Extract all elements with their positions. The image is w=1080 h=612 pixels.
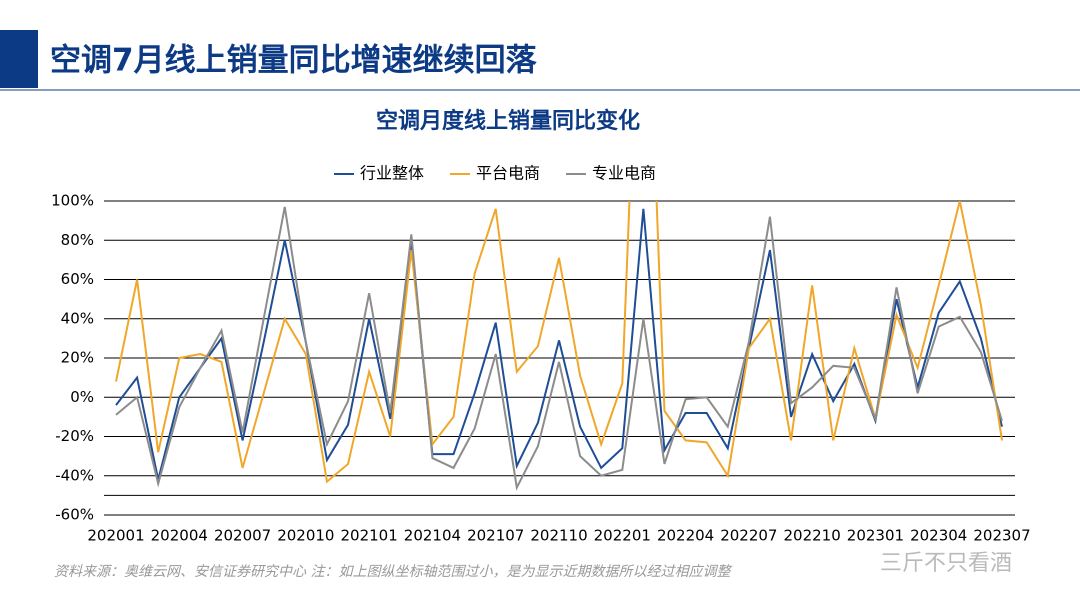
source-note: 资料来源：奥维云网、安信证券研究中心 注：如上图纵坐标轴范围过小，是为显示近期数… <box>54 564 732 580</box>
legend-label: 行业整体 <box>360 164 424 183</box>
y-tick-label: -40% <box>55 466 94 484</box>
x-tick-label: 202307 <box>973 527 1030 545</box>
y-tick-label: -20% <box>55 427 94 445</box>
y-tick-label: 0% <box>70 388 94 406</box>
x-tick-label: 202110 <box>530 527 587 545</box>
y-tick-label: 40% <box>61 309 94 327</box>
x-tick-label: 202104 <box>404 527 461 545</box>
x-tick-label: 202207 <box>720 527 777 545</box>
x-tick-label: 202301 <box>847 527 904 545</box>
slide-title: 空调7月线上销量同比增速继续回落 <box>50 43 538 79</box>
legend-label: 专业电商 <box>592 164 656 183</box>
legend-label: 平台电商 <box>476 164 540 183</box>
x-tick-label: 202204 <box>657 527 714 545</box>
y-tick-label: 60% <box>61 270 94 288</box>
y-tick-label: -60% <box>55 506 94 524</box>
chart: -60% -40% -20% 0% 20% 40% 60% 80% 100% 202001 2020… <box>51 164 1031 545</box>
header-block <box>0 30 38 88</box>
x-tick-label: 202004 <box>151 527 208 545</box>
series-line <box>115 206 1003 491</box>
y-tick-label: 20% <box>61 349 94 367</box>
lines <box>115 201 1003 491</box>
watermark: 三斤不只看酒 <box>880 551 1012 576</box>
x-tick-label: 202001 <box>87 527 144 545</box>
x-tick-label: 202007 <box>214 527 271 545</box>
chart-title: 空调月度线上销量同比变化 <box>376 108 640 134</box>
series-line <box>115 201 1003 484</box>
y-tick-label: 80% <box>61 231 94 249</box>
x-tick-label: 202201 <box>594 527 651 545</box>
x-tick-label: 202304 <box>910 527 967 545</box>
x-tick-label: 202010 <box>277 527 334 545</box>
x-tick-label: 202210 <box>784 527 841 545</box>
y-tick-label: 100% <box>51 192 94 210</box>
x-tick-label: 202101 <box>341 527 398 545</box>
series-line <box>115 208 1003 480</box>
x-tick-label: 202107 <box>467 527 524 545</box>
